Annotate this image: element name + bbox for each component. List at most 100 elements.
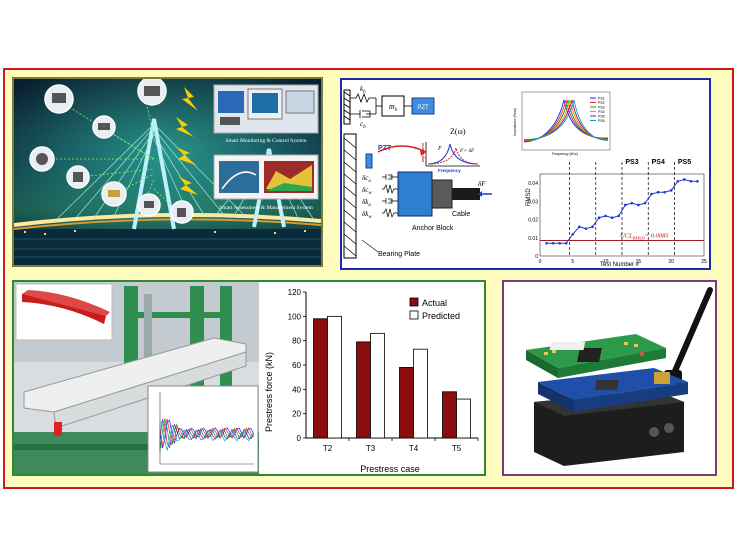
rmsd-point xyxy=(578,225,581,229)
rmsd-point xyxy=(604,214,607,218)
wireless-sensor-node-image xyxy=(526,287,713,466)
delta-c-a-label: δca xyxy=(362,174,371,184)
rmsd-point xyxy=(558,241,561,245)
rmsd-point xyxy=(676,179,680,183)
rmsd-point xyxy=(551,241,555,245)
wireless-sensor-panel xyxy=(502,280,717,476)
rmsd-point xyxy=(591,225,594,229)
cable xyxy=(452,188,480,200)
rmsd-point xyxy=(683,178,686,181)
stage-label: PS5 xyxy=(678,159,691,166)
prestress-category-label: T5 xyxy=(452,444,462,453)
rmsd-point xyxy=(545,241,548,245)
z-omega-label: Z(ω) xyxy=(450,127,466,136)
spring-mass-model: kb cb mb PZT xyxy=(343,85,435,130)
signal-line xyxy=(159,418,254,452)
prestress-bar-predicted xyxy=(327,315,342,439)
rmsd-x-tick: 20 xyxy=(668,259,674,265)
rmsd-point xyxy=(610,216,614,220)
rmsd-point xyxy=(663,190,666,194)
delta-f-label: F+ δF xyxy=(459,148,475,154)
delta-c-w-label: δcw xyxy=(362,186,372,196)
frequency-axis-label: Frequency xyxy=(438,168,461,173)
rmsd-point xyxy=(584,227,588,230)
prestress-category-label: T3 xyxy=(366,444,376,453)
rmsd-series-line xyxy=(546,178,698,244)
rmsd-point xyxy=(630,201,634,205)
prestress-y-tick: 100 xyxy=(288,312,302,321)
rmsd-y-tick: 0.04 xyxy=(528,181,538,187)
pzt-top-block xyxy=(411,97,435,115)
rmsd-point xyxy=(623,203,627,207)
prestress-ylabel: Prestress force (kN) xyxy=(264,352,274,432)
prestress-category-label: T2 xyxy=(323,444,333,453)
prestress-bar-chart: Prestress force (kN) Prestress case 0 20 4… xyxy=(264,288,479,474)
impedance-mini-plot: Z(ω) F F+ δF Imp.edance Frequency xyxy=(421,127,480,173)
mass-label: mb xyxy=(389,102,398,113)
delta-k-w-label: δkw xyxy=(362,210,372,220)
impedance-diagram: kb cb mb PZT PZT δca δcw δka δkw xyxy=(343,85,707,268)
spectrum-legend-label: PS5 xyxy=(598,115,605,119)
prestress-y-tick: 80 xyxy=(292,337,301,346)
rmsd-point xyxy=(669,189,673,192)
anchor-block xyxy=(397,171,433,217)
rmsd-ylabel: RMSD xyxy=(526,188,532,206)
rmsd-x-tick: 15 xyxy=(636,259,642,265)
rmsd-x-tick: 0 xyxy=(539,259,542,265)
rmsd-point xyxy=(637,203,640,207)
monitoring-system-label: Smart Monitoring & Control System xyxy=(226,138,308,144)
prestress-bar-actual xyxy=(313,318,328,439)
rmsd-y-tick: 0.03 xyxy=(528,199,538,205)
bearing-plate-label: Bearing Plate xyxy=(378,251,420,258)
c-top-label: cb xyxy=(360,120,366,130)
rmsd-point xyxy=(656,190,660,194)
bridge-illustration: Smart Monitoring & Control System Smart … xyxy=(14,79,321,265)
prestress-y-tick: 0 xyxy=(297,434,302,443)
anchor-block-label: Anchor Block xyxy=(412,225,454,232)
rmsd-y-tick: 0.01 xyxy=(528,236,538,242)
rmsd-y-tick: 0.02 xyxy=(528,218,538,224)
rmsd-x-tick: 5 xyxy=(571,259,574,265)
prestress-y-tick: 120 xyxy=(288,288,302,297)
rmsd-point xyxy=(643,201,647,205)
spectrum-legend-label: PS2 xyxy=(598,101,605,105)
delta-force-label: δF xyxy=(478,180,486,188)
beam-test-photo xyxy=(14,282,259,474)
rmsd-y-tick: 0 xyxy=(535,254,538,260)
prestress-bar-actual xyxy=(356,341,371,439)
spectrum-xlabel: Frequency (kHz) xyxy=(552,152,578,156)
prestress-legend-swatch xyxy=(409,310,419,320)
rmsd-chart: RMSD Test Number # 0 5 10 15 20 25 0 0.01 0.02 0.… xyxy=(526,159,707,268)
prestress-legend-label: Actual xyxy=(422,298,447,308)
rmsd-x-tick: 25 xyxy=(701,259,707,265)
prestress-y-tick: 60 xyxy=(292,361,301,370)
spectrum-ylabel: Impedance (Real) xyxy=(513,108,517,136)
signal-line xyxy=(159,419,254,452)
rmsd-point xyxy=(650,192,653,196)
rmsd-point xyxy=(564,241,568,245)
rmsd-x-tick: 10 xyxy=(603,259,609,265)
spectrum-legend-label: PS3 xyxy=(598,106,605,110)
prestress-bar-predicted xyxy=(413,348,428,439)
f-label: F xyxy=(437,146,442,152)
signal-line xyxy=(159,421,254,452)
prestress-y-tick: 40 xyxy=(292,385,301,394)
spectrum-line xyxy=(523,99,609,141)
antenna xyxy=(669,287,713,381)
rmsd-point xyxy=(597,216,601,220)
prestress-bar-actual xyxy=(399,367,414,439)
rmsd-point xyxy=(571,232,575,236)
spectrum-legend-label: PS1 xyxy=(598,97,605,101)
prestress-y-tick: 20 xyxy=(292,410,301,419)
stage-label: PS3 xyxy=(625,159,638,166)
ucl-label: UCLRMSD= 0.0085 xyxy=(620,233,669,241)
prestress-test-panel: Prestress force (kN) Prestress case 0 20 4… xyxy=(12,280,486,476)
rmsd-point xyxy=(696,179,699,183)
prestress-xlabel: Prestress case xyxy=(360,464,420,474)
bridge-monitoring-panel: Smart Monitoring & Control System Smart … xyxy=(12,77,323,267)
prestress-legend-label: Predicted xyxy=(422,311,460,321)
k-top-label: kb xyxy=(360,85,366,95)
cable-label: Cable xyxy=(452,211,470,218)
prestress-category-label: T4 xyxy=(409,444,419,453)
impedance-monitoring-panel: kb cb mb PZT PZT δca δcw δka δkw xyxy=(340,78,711,270)
